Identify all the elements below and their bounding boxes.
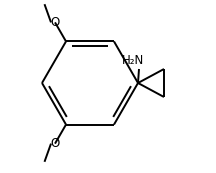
Text: O: O [50,16,60,29]
Text: O: O [50,137,60,150]
Text: H₂N: H₂N [122,53,144,66]
